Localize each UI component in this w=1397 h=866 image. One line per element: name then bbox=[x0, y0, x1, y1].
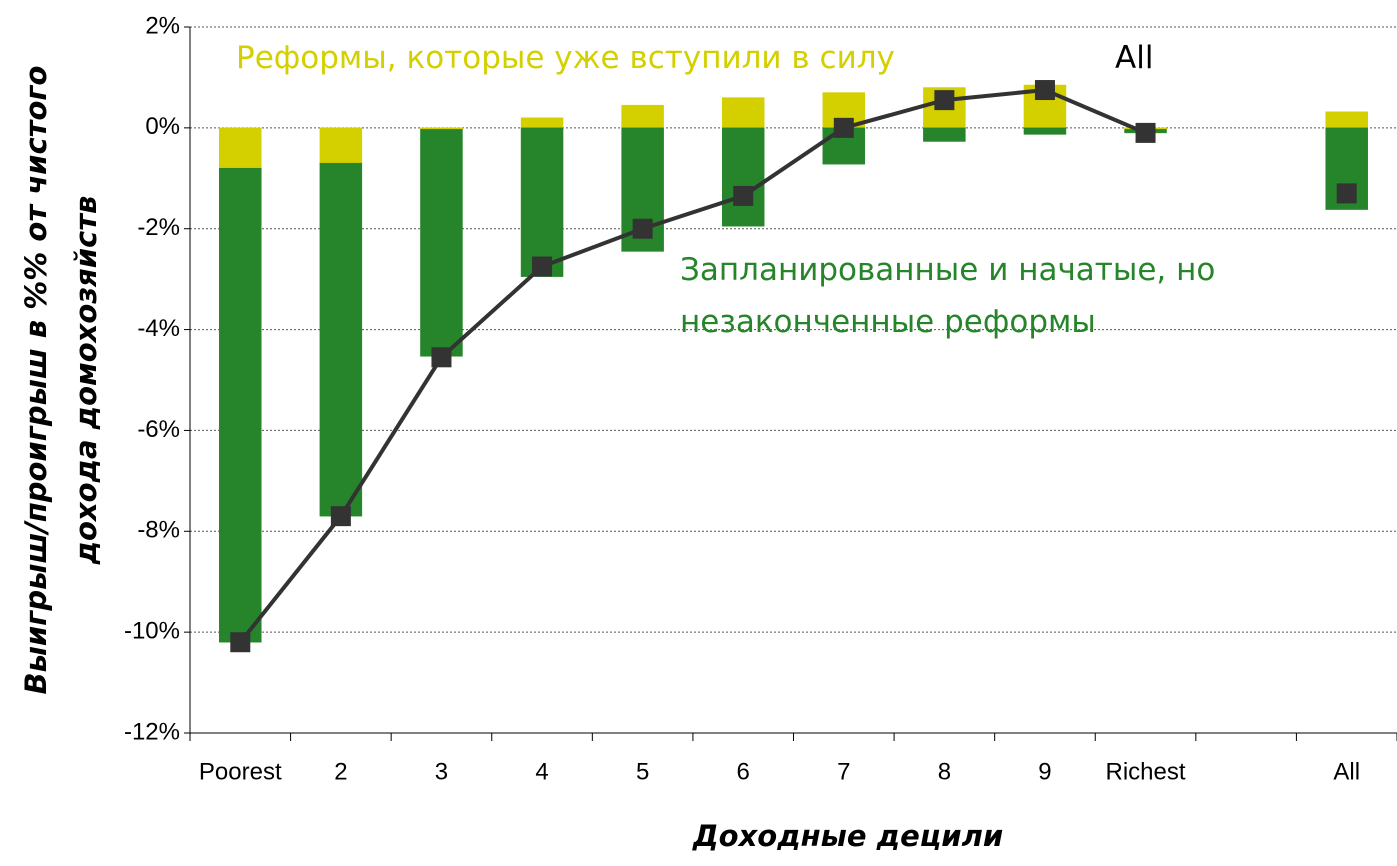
line-marker bbox=[431, 347, 452, 368]
bar-segment bbox=[621, 104, 664, 129]
series-label: All bbox=[1115, 40, 1154, 76]
bar-segment bbox=[319, 162, 363, 517]
bar-segment bbox=[219, 127, 262, 169]
series-label: Запланированные и начатые, но незакончен… bbox=[680, 252, 1216, 340]
bar-segment bbox=[219, 167, 262, 643]
line-marker bbox=[1336, 183, 1357, 204]
bar-segment bbox=[1023, 127, 1067, 135]
bar-segment bbox=[721, 127, 765, 227]
y-tick-label: -2% bbox=[137, 214, 180, 241]
x-tick-label: All bbox=[1333, 758, 1360, 785]
line-marker bbox=[230, 632, 251, 653]
y-tick-label: -4% bbox=[137, 315, 180, 342]
line-marker bbox=[1034, 80, 1055, 101]
bar-segment bbox=[721, 97, 765, 129]
series-label: Реформы, которые уже вступили в силу bbox=[236, 40, 895, 76]
x-tick-label: Poorest bbox=[199, 758, 282, 785]
bar-segment bbox=[1325, 111, 1368, 129]
line-marker bbox=[833, 117, 854, 138]
line bbox=[240, 90, 1346, 642]
bar-segment bbox=[923, 127, 966, 142]
x-tick-label: Richest bbox=[1106, 758, 1186, 785]
line-marker bbox=[1135, 122, 1156, 143]
x-tick-label: 3 bbox=[435, 758, 448, 785]
y-tick-label: -10% bbox=[124, 617, 180, 644]
y-axis-label: дохода домохозяйств bbox=[69, 196, 103, 566]
line-marker bbox=[532, 256, 553, 277]
line-marker bbox=[733, 185, 754, 206]
x-tick-label: 4 bbox=[535, 758, 548, 785]
y-tick-label: -12% bbox=[124, 718, 180, 745]
bar-segment bbox=[520, 117, 564, 129]
bar-segment bbox=[319, 127, 363, 164]
bar-segment bbox=[420, 129, 463, 357]
x-tick-label: 2 bbox=[334, 758, 347, 785]
x-tick-label: 9 bbox=[1038, 758, 1051, 785]
x-tick-label: 5 bbox=[636, 758, 649, 785]
y-tick-label: -8% bbox=[137, 517, 180, 544]
line-marker bbox=[632, 218, 653, 239]
y-axis-label: Выигрыш/проигрыш в %% от чистого bbox=[19, 66, 53, 695]
bar-segment bbox=[520, 127, 564, 277]
y-tick-label: -6% bbox=[137, 416, 180, 443]
line-marker bbox=[934, 90, 955, 111]
y-tick-label: 2% bbox=[145, 12, 180, 39]
x-tick-label: 7 bbox=[837, 758, 850, 785]
line-marker bbox=[330, 506, 351, 527]
x-tick-label: 6 bbox=[737, 758, 750, 785]
y-tick-label: 0% bbox=[145, 113, 180, 140]
x-axis-label: Доходные децили bbox=[692, 819, 1003, 853]
x-tick-label: 8 bbox=[938, 758, 951, 785]
